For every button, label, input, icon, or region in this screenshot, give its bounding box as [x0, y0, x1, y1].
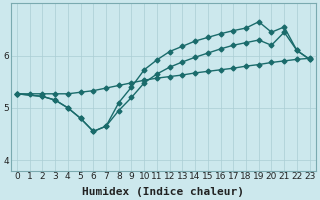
X-axis label: Humidex (Indice chaleur): Humidex (Indice chaleur) [82, 186, 244, 197]
